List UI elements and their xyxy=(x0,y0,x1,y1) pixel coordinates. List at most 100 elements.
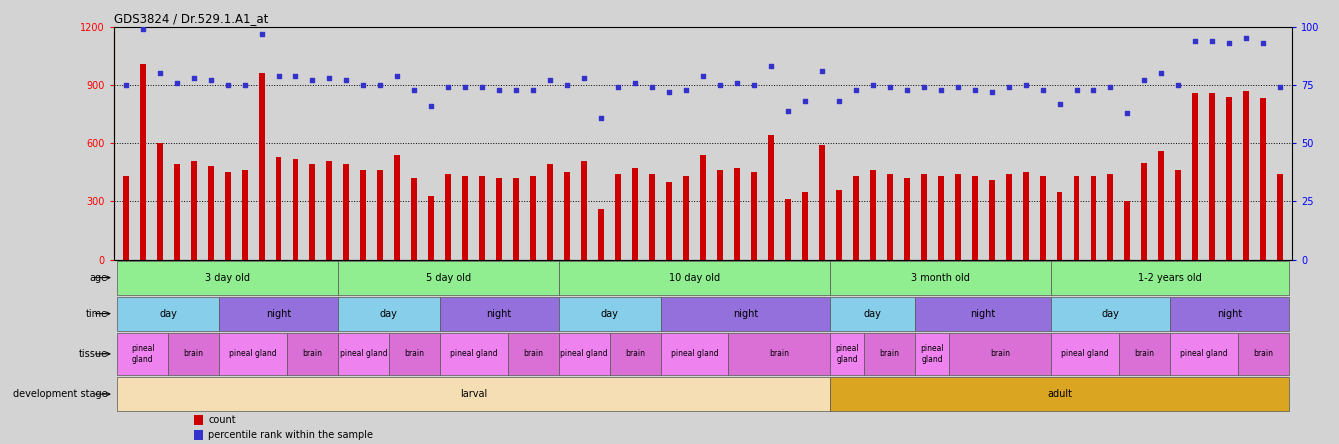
Bar xyxy=(1119,333,1170,375)
Point xyxy=(1185,37,1206,44)
Bar xyxy=(728,333,830,375)
Text: pineal gland: pineal gland xyxy=(229,349,277,358)
Bar xyxy=(916,333,949,375)
Bar xyxy=(921,174,927,260)
Point xyxy=(624,79,645,86)
Text: night: night xyxy=(486,309,511,319)
Bar xyxy=(904,178,909,260)
Point xyxy=(1134,77,1156,84)
Point xyxy=(1083,86,1105,93)
Bar xyxy=(785,199,791,260)
Bar xyxy=(886,174,893,260)
Point xyxy=(964,86,986,93)
Text: brain: brain xyxy=(303,349,323,358)
Point xyxy=(659,88,680,95)
Text: brain: brain xyxy=(1253,349,1273,358)
Text: GDS3824 / Dr.529.1.A1_at: GDS3824 / Dr.529.1.A1_at xyxy=(114,12,268,25)
Point xyxy=(149,70,170,77)
Bar xyxy=(972,176,977,260)
Text: night: night xyxy=(266,309,291,319)
Point xyxy=(217,81,238,88)
Point xyxy=(947,83,968,91)
Point xyxy=(845,86,866,93)
Bar xyxy=(157,143,162,260)
Text: 1-2 years old: 1-2 years old xyxy=(1138,273,1202,283)
Text: pineal gland: pineal gland xyxy=(1062,349,1109,358)
Text: 3 month old: 3 month old xyxy=(912,273,971,283)
Bar xyxy=(1056,192,1063,260)
Bar xyxy=(190,161,197,260)
Bar xyxy=(378,170,383,260)
Bar xyxy=(439,297,558,331)
Point xyxy=(1032,86,1054,93)
Bar xyxy=(118,377,830,411)
Point xyxy=(794,98,815,105)
Bar xyxy=(225,172,230,260)
Bar xyxy=(169,333,220,375)
Text: day: day xyxy=(1102,309,1119,319)
Bar xyxy=(853,176,858,260)
Bar xyxy=(118,297,220,331)
Bar xyxy=(864,333,916,375)
Text: 3 day old: 3 day old xyxy=(205,273,250,283)
Bar xyxy=(462,176,469,260)
Point xyxy=(743,81,765,88)
Bar xyxy=(830,333,864,375)
Point xyxy=(931,86,952,93)
Bar xyxy=(716,170,723,260)
Point xyxy=(1269,83,1291,91)
Bar xyxy=(1277,174,1283,260)
Point xyxy=(862,81,884,88)
Bar xyxy=(988,180,995,260)
Text: brain: brain xyxy=(625,349,645,358)
Bar xyxy=(439,333,507,375)
Bar xyxy=(649,174,655,260)
Bar xyxy=(337,261,558,294)
Bar xyxy=(819,145,825,260)
Bar xyxy=(1170,333,1237,375)
Point xyxy=(761,63,782,70)
Point xyxy=(811,67,833,75)
Bar xyxy=(564,172,570,260)
Bar xyxy=(343,164,349,260)
Text: day: day xyxy=(380,309,398,319)
Point xyxy=(608,83,629,91)
Text: night: night xyxy=(732,309,758,319)
Bar xyxy=(1158,151,1165,260)
Bar xyxy=(123,176,129,260)
Bar xyxy=(1176,170,1181,260)
Text: day: day xyxy=(159,309,177,319)
Bar xyxy=(660,297,830,331)
Bar xyxy=(660,333,728,375)
Bar xyxy=(194,415,204,425)
Point xyxy=(1201,37,1223,44)
Bar xyxy=(1023,172,1028,260)
Point xyxy=(438,83,459,91)
Bar xyxy=(581,161,586,260)
Text: brain: brain xyxy=(404,349,424,358)
Bar xyxy=(1090,176,1097,260)
Point xyxy=(285,72,307,79)
Point xyxy=(777,107,798,114)
Bar xyxy=(287,333,337,375)
Text: pineal
gland: pineal gland xyxy=(920,344,944,364)
Bar xyxy=(1244,91,1249,260)
Text: 10 day old: 10 day old xyxy=(670,273,720,283)
Bar xyxy=(955,174,960,260)
Point xyxy=(998,83,1019,91)
Text: adult: adult xyxy=(1047,389,1073,399)
Bar xyxy=(174,164,179,260)
Bar xyxy=(937,176,944,260)
Point xyxy=(913,83,935,91)
Bar xyxy=(870,170,876,260)
Point xyxy=(471,83,493,91)
Point xyxy=(166,79,187,86)
Point xyxy=(710,81,731,88)
Bar xyxy=(548,164,553,260)
Text: pineal gland: pineal gland xyxy=(560,349,608,358)
Bar xyxy=(139,63,146,260)
Point xyxy=(641,83,663,91)
Text: day: day xyxy=(864,309,881,319)
Point xyxy=(319,74,340,81)
Bar xyxy=(428,195,434,260)
